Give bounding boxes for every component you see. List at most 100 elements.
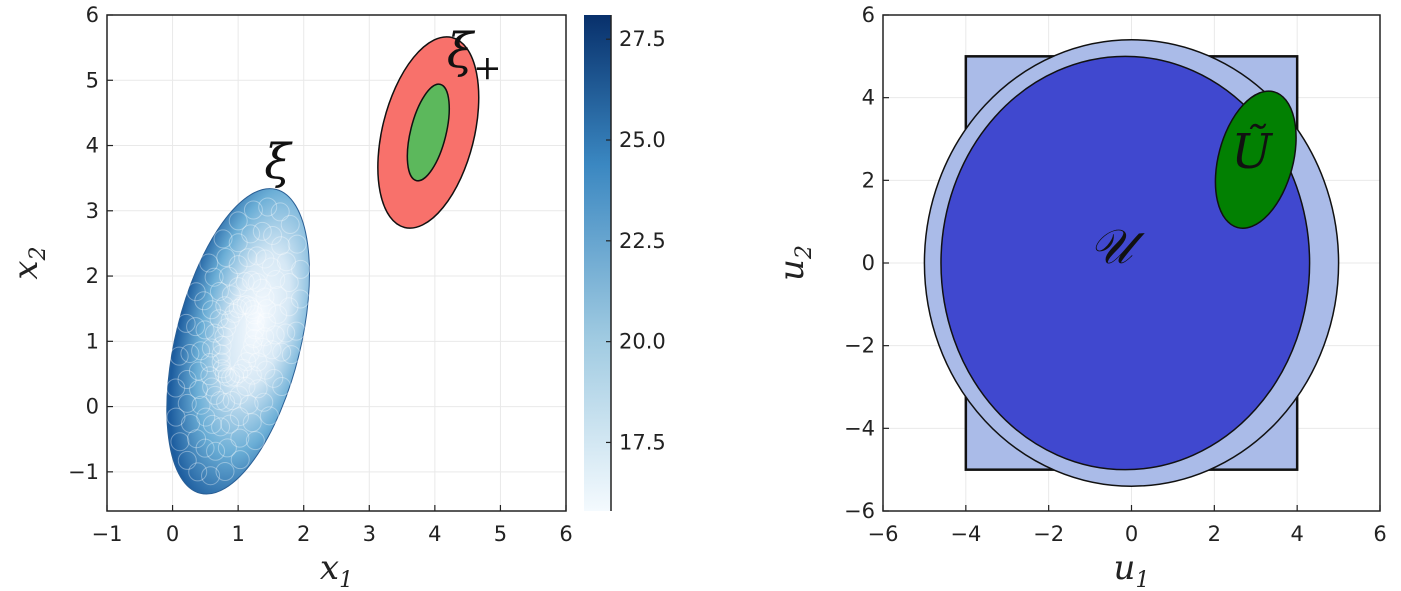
left-texture-cell <box>180 343 200 363</box>
left-texture-cell <box>271 236 291 256</box>
left-panel: −1 0 1 2 3 4 5 6 −1 0 1 2 3 4 5 6 x1 x2 ξ ξ+ <box>6 3 573 591</box>
left-region-inner <box>406 83 451 182</box>
left-y-tick-label: 5 <box>86 68 99 92</box>
left-texture-cell <box>236 376 256 396</box>
right-x-tick-label: −2 <box>1033 522 1064 546</box>
left-x-ticks: −1 0 1 2 3 4 5 6 <box>92 505 573 546</box>
left-texture-cell <box>248 379 268 399</box>
left-texture-cell <box>252 337 272 357</box>
left-texture-cell <box>247 272 267 292</box>
left-texture-cell <box>258 197 278 217</box>
left-annotation-0: ξ <box>264 134 293 190</box>
right-y-tick-label: 2 <box>862 168 875 192</box>
left-texture-cell <box>242 413 262 433</box>
left-texture-cell <box>189 380 209 400</box>
left-y-tick-label: 1 <box>86 329 99 353</box>
left-texture-cell <box>233 358 253 378</box>
left-texture-cell <box>239 395 259 415</box>
left-texture-cell <box>286 321 306 341</box>
right-x-tick-label: −6 <box>868 522 899 546</box>
left-texture-cell <box>245 431 265 451</box>
left-x-tick-label: 2 <box>297 522 310 546</box>
left-texture-cell <box>252 221 272 241</box>
right-y-tick-label: −4 <box>844 416 875 440</box>
left-texture-cell <box>257 299 277 319</box>
left-y-tick-label: 4 <box>86 134 99 158</box>
left-texture-cell <box>200 366 220 386</box>
left-texture-cell <box>235 272 255 292</box>
left-y-tick-label: 6 <box>86 3 99 27</box>
right-y-tick-label: −2 <box>844 334 875 358</box>
left-texture-cell <box>241 224 261 244</box>
colorbar-tick-label: 17.5 <box>619 430 666 454</box>
left-texture-cell <box>186 317 206 337</box>
left-texture-cell <box>228 233 248 253</box>
left-region-texture <box>166 197 311 486</box>
left-texture-cell <box>248 352 268 372</box>
right-y-tick-label: 6 <box>862 3 875 27</box>
right-x-tick-label: −4 <box>950 522 981 546</box>
left-texture-cell <box>242 365 262 385</box>
left-regions <box>166 36 480 495</box>
left-texture-cell <box>201 338 221 358</box>
left-texture-cell <box>270 202 290 222</box>
left-texture-cell <box>245 312 265 332</box>
left-texture-cell <box>265 325 285 345</box>
left-x-axis-label: x1 <box>320 548 353 591</box>
right-x-tick-label: 0 <box>1125 522 1138 546</box>
left-annotations: ξ ξ+ <box>264 23 501 190</box>
left-texture-cell <box>228 255 248 275</box>
left-texture-cell <box>215 296 235 316</box>
left-texture-cell <box>221 285 241 305</box>
left-texture-cell <box>255 287 275 307</box>
left-texture-cell <box>255 249 275 269</box>
left-texture-cell <box>202 377 222 397</box>
left-y-tick-label: 2 <box>86 264 99 288</box>
right-y-ticks: −6 −4 −2 0 2 4 6 <box>844 3 889 523</box>
left-texture-cell <box>279 297 299 317</box>
left-texture-cell <box>244 305 264 325</box>
left-texture-cell <box>255 327 275 347</box>
left-texture-cell <box>240 296 260 316</box>
left-x-tick-label: 4 <box>428 522 441 546</box>
left-texture-cell <box>209 309 229 329</box>
colorbar-gradient <box>584 15 611 511</box>
left-texture-cell <box>188 361 208 381</box>
left-texture-cell <box>247 246 267 266</box>
left-texture-cell <box>243 335 263 355</box>
left-texture-cell <box>240 344 260 364</box>
left-x-tick-label: 3 <box>363 522 376 546</box>
right-regions <box>923 39 1340 487</box>
left-y-tick-label: 0 <box>86 395 99 419</box>
left-texture-cell <box>202 414 222 434</box>
left-texture-cell <box>212 359 232 379</box>
colorbar-ticks: 17.5 20.0 22.5 25.0 27.5 <box>606 27 666 454</box>
left-texture-cell <box>291 259 311 279</box>
left-x-tick-label: 6 <box>559 522 572 546</box>
left-texture-cell <box>230 450 250 470</box>
left-texture-cell <box>229 385 249 405</box>
left-texture-cell <box>217 438 237 458</box>
left-texture-cell <box>224 303 244 323</box>
colorbar-tick-label: 20.0 <box>619 330 666 354</box>
left-texture-cell <box>232 296 252 316</box>
left-texture-cell <box>209 281 229 301</box>
left-texture-cell <box>219 266 239 286</box>
colorbar: 17.5 20.0 22.5 25.0 27.5 <box>584 15 666 511</box>
right-y-tick-label: −6 <box>844 499 875 523</box>
right-x-tick-label: 4 <box>1290 522 1303 546</box>
right-annotation-1: Ũ <box>1231 123 1273 180</box>
left-texture-cell <box>177 450 197 470</box>
left-texture-cell <box>191 395 211 415</box>
left-texture-cell <box>252 278 272 298</box>
left-texture-cell <box>276 323 296 343</box>
left-texture-cell <box>176 313 196 333</box>
left-texture-cell <box>263 225 283 245</box>
left-texture-cell <box>256 312 276 332</box>
left-texture-cell <box>268 286 288 306</box>
left-texture-cell <box>205 323 225 343</box>
left-texture-cell <box>187 429 207 449</box>
left-texture-cell <box>169 346 189 366</box>
left-texture-cell <box>242 270 262 290</box>
